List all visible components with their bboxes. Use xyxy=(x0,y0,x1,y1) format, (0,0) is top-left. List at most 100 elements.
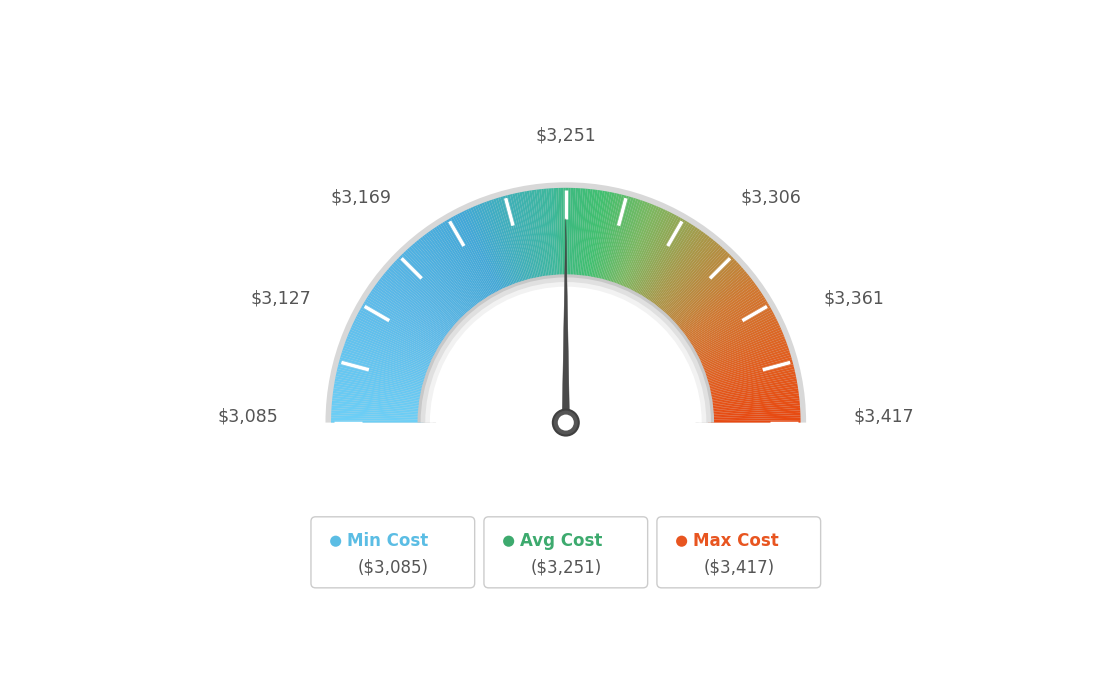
Wedge shape xyxy=(333,384,426,400)
Wedge shape xyxy=(473,206,511,292)
Wedge shape xyxy=(698,334,784,371)
Wedge shape xyxy=(426,233,482,308)
Wedge shape xyxy=(700,348,789,379)
Wedge shape xyxy=(617,204,652,290)
Wedge shape xyxy=(577,188,588,281)
Wedge shape xyxy=(664,251,729,320)
Wedge shape xyxy=(361,305,443,353)
Wedge shape xyxy=(682,288,760,343)
Wedge shape xyxy=(686,297,765,348)
Wedge shape xyxy=(708,413,800,418)
Wedge shape xyxy=(628,211,670,295)
Wedge shape xyxy=(625,209,666,294)
Wedge shape xyxy=(700,346,788,377)
Wedge shape xyxy=(339,359,429,386)
Wedge shape xyxy=(700,343,787,376)
Circle shape xyxy=(503,535,514,546)
Wedge shape xyxy=(609,199,640,288)
Wedge shape xyxy=(331,413,424,418)
Wedge shape xyxy=(708,415,800,420)
Wedge shape xyxy=(522,192,541,283)
Wedge shape xyxy=(375,283,452,339)
Wedge shape xyxy=(613,201,646,289)
Wedge shape xyxy=(701,350,789,380)
Wedge shape xyxy=(637,219,686,300)
Wedge shape xyxy=(505,195,530,286)
Wedge shape xyxy=(629,213,672,296)
Wedge shape xyxy=(561,188,564,281)
Text: Avg Cost: Avg Cost xyxy=(520,532,603,550)
Wedge shape xyxy=(543,188,554,281)
Wedge shape xyxy=(358,312,440,357)
Wedge shape xyxy=(604,197,631,286)
Circle shape xyxy=(558,415,574,431)
Wedge shape xyxy=(413,244,474,315)
Wedge shape xyxy=(556,188,561,281)
Wedge shape xyxy=(425,282,707,422)
Wedge shape xyxy=(369,293,447,345)
Wedge shape xyxy=(705,379,797,397)
Wedge shape xyxy=(411,245,473,316)
Wedge shape xyxy=(450,217,497,299)
Wedge shape xyxy=(486,201,519,289)
Text: $3,251: $3,251 xyxy=(535,126,596,144)
Wedge shape xyxy=(350,327,436,366)
Wedge shape xyxy=(660,246,723,317)
Wedge shape xyxy=(405,250,469,319)
Wedge shape xyxy=(393,262,463,326)
Wedge shape xyxy=(640,223,691,303)
Wedge shape xyxy=(546,188,555,281)
Wedge shape xyxy=(707,393,799,406)
Wedge shape xyxy=(705,384,798,400)
Wedge shape xyxy=(339,362,428,387)
Wedge shape xyxy=(654,239,713,312)
Wedge shape xyxy=(367,297,446,348)
Wedge shape xyxy=(704,369,795,392)
Text: ($3,085): ($3,085) xyxy=(358,558,428,576)
Wedge shape xyxy=(696,327,782,366)
Wedge shape xyxy=(466,209,507,294)
Wedge shape xyxy=(681,286,758,342)
Wedge shape xyxy=(331,417,424,421)
Wedge shape xyxy=(429,286,702,422)
Wedge shape xyxy=(416,240,477,313)
Wedge shape xyxy=(638,221,688,301)
Wedge shape xyxy=(572,188,578,281)
Wedge shape xyxy=(348,334,434,371)
Wedge shape xyxy=(688,303,769,351)
Wedge shape xyxy=(590,191,607,283)
Wedge shape xyxy=(417,275,714,422)
Wedge shape xyxy=(618,204,655,291)
Wedge shape xyxy=(396,258,465,324)
Wedge shape xyxy=(359,310,442,355)
Wedge shape xyxy=(626,210,668,295)
Wedge shape xyxy=(399,257,465,323)
Wedge shape xyxy=(657,241,718,314)
Wedge shape xyxy=(464,210,506,295)
Wedge shape xyxy=(389,267,459,330)
Wedge shape xyxy=(342,350,431,380)
Wedge shape xyxy=(440,223,491,303)
Wedge shape xyxy=(703,366,795,390)
Wedge shape xyxy=(630,213,675,297)
Wedge shape xyxy=(683,290,762,344)
Wedge shape xyxy=(608,199,638,288)
Wedge shape xyxy=(688,301,768,351)
Wedge shape xyxy=(586,190,603,282)
Wedge shape xyxy=(407,248,470,318)
Wedge shape xyxy=(351,325,436,365)
Wedge shape xyxy=(646,228,700,306)
Wedge shape xyxy=(491,199,522,288)
Wedge shape xyxy=(593,192,613,284)
Wedge shape xyxy=(360,307,442,354)
Wedge shape xyxy=(668,260,737,325)
Wedge shape xyxy=(489,200,520,288)
Wedge shape xyxy=(380,277,455,335)
Wedge shape xyxy=(694,323,779,364)
Wedge shape xyxy=(667,257,733,323)
Wedge shape xyxy=(704,371,795,393)
Wedge shape xyxy=(563,188,565,281)
Wedge shape xyxy=(390,266,460,328)
Wedge shape xyxy=(453,216,499,298)
Wedge shape xyxy=(337,369,427,392)
